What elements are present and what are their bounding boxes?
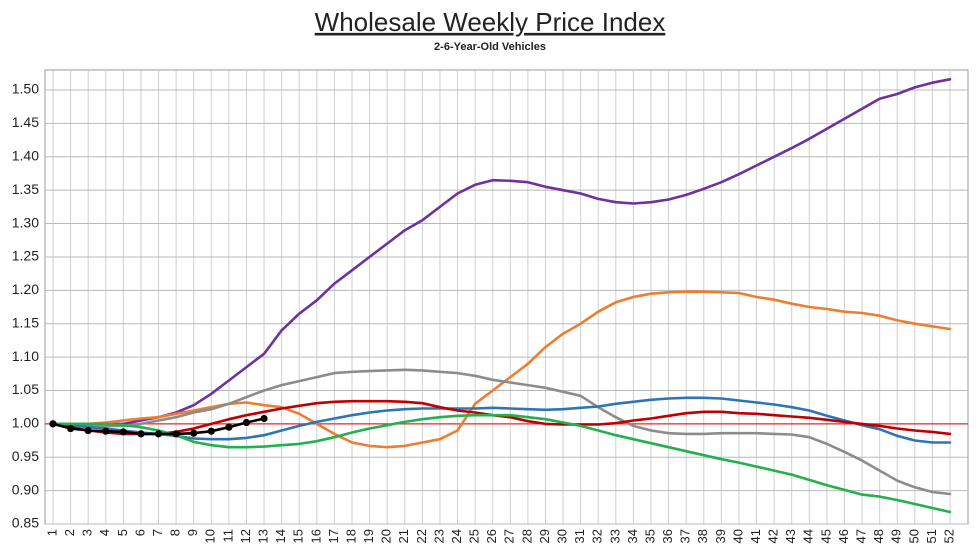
x-tick-label: 21 (396, 529, 411, 543)
x-tick-label: 30 (554, 529, 569, 543)
x-tick-label: 47 (853, 529, 868, 543)
x-tick-label: 10 (203, 529, 218, 543)
data-point (190, 429, 198, 437)
x-tick-label: 19 (361, 529, 376, 543)
x-tick-label: 33 (607, 529, 622, 543)
x-tick-label: 42 (766, 529, 781, 543)
data-point (242, 418, 251, 427)
x-tick-label: 2 (62, 529, 77, 536)
x-tick-label: 38 (695, 529, 710, 543)
series-line (51, 78, 952, 426)
x-tick-label: 49 (889, 529, 904, 543)
x-tick-label: 4 (97, 529, 112, 536)
x-tick-label: 41 (748, 529, 763, 543)
x-tick-label: 20 (379, 529, 394, 543)
data-point (154, 430, 163, 438)
x-tick-label: 7 (150, 529, 165, 536)
x-tick-label: 36 (660, 529, 675, 543)
data-point (225, 423, 233, 431)
y-tick-label: 1.50 (12, 81, 39, 97)
x-tick-label: 40 (730, 529, 745, 543)
x-tick-label: 24 (449, 529, 464, 543)
data-point (49, 420, 57, 428)
x-tick-label: 29 (537, 529, 552, 543)
x-tick-label: 13 (255, 529, 270, 543)
y-tick-label: 1.00 (12, 415, 39, 431)
x-tick-label: 15 (291, 529, 306, 543)
series-line (51, 368, 952, 496)
x-tick-label: 1 (44, 529, 59, 536)
x-tick-label: 5 (115, 529, 130, 536)
x-tick-label: 25 (467, 529, 482, 543)
x-tick-label: 28 (519, 529, 534, 543)
x-tick-label: 37 (678, 529, 693, 543)
x-tick-label: 51 (924, 529, 939, 543)
series-line (51, 396, 952, 444)
x-tick-label: 3 (80, 529, 95, 536)
x-tick-label: 48 (871, 529, 886, 543)
y-tick-label: 0.95 (12, 448, 39, 464)
y-tick-label: 1.05 (12, 381, 39, 397)
data-point (66, 424, 75, 433)
data-point (84, 426, 92, 435)
series-line (51, 413, 952, 514)
x-tick-label: 50 (906, 529, 921, 543)
x-tick-label: 23 (431, 529, 446, 543)
chart-subtitle: 2-6-Year-Old Vehicles (434, 41, 546, 53)
x-tick-label: 26 (484, 529, 499, 543)
x-tick-label: 46 (836, 529, 851, 543)
y-tick-label: 1.30 (12, 214, 39, 230)
x-tick-label: 17 (326, 529, 341, 543)
x-tick-label: 43 (783, 529, 798, 543)
y-tick-label: 1.10 (12, 348, 39, 364)
y-tick-label: 1.20 (12, 281, 39, 297)
x-tick-label: 34 (625, 529, 640, 543)
x-tick-label: 32 (590, 529, 605, 543)
data-point (207, 427, 215, 435)
x-tick-label: 52 (941, 529, 956, 543)
x-tick-label: 44 (801, 529, 816, 543)
x-tick-label: 18 (343, 529, 358, 543)
x-tick-label: 31 (572, 529, 587, 543)
x-tick-label: 45 (818, 529, 833, 543)
x-tick-label: 12 (238, 529, 253, 543)
series-line (51, 290, 952, 449)
plot-area (44, 69, 969, 525)
data-point (119, 428, 127, 436)
x-tick-label: 14 (273, 529, 288, 543)
x-tick-label: 11 (220, 529, 235, 543)
x-tick-label: 22 (414, 529, 429, 543)
y-tick-label: 1.15 (12, 314, 39, 330)
x-tick-label: 16 (308, 529, 323, 543)
data-point (137, 430, 145, 438)
x-tick-label: 39 (713, 529, 728, 543)
chart-title: Wholesale Weekly Price Index (315, 7, 666, 37)
x-tick-label: 9 (185, 529, 200, 536)
x-tick-label: 35 (642, 529, 657, 543)
data-point (260, 414, 268, 423)
x-tick-label: 8 (168, 529, 183, 536)
x-tick-label: 27 (502, 529, 517, 543)
data-point (172, 430, 180, 438)
y-tick-label: 1.45 (12, 114, 39, 130)
y-tick-label: 1.25 (12, 248, 39, 264)
y-tick-label: 1.40 (12, 147, 39, 163)
data-point (102, 427, 110, 435)
y-tick-label: 0.90 (12, 481, 39, 497)
y-tick-label: 0.85 (12, 515, 39, 531)
y-tick-label: 1.35 (12, 181, 39, 197)
x-tick-label: 6 (132, 529, 147, 536)
